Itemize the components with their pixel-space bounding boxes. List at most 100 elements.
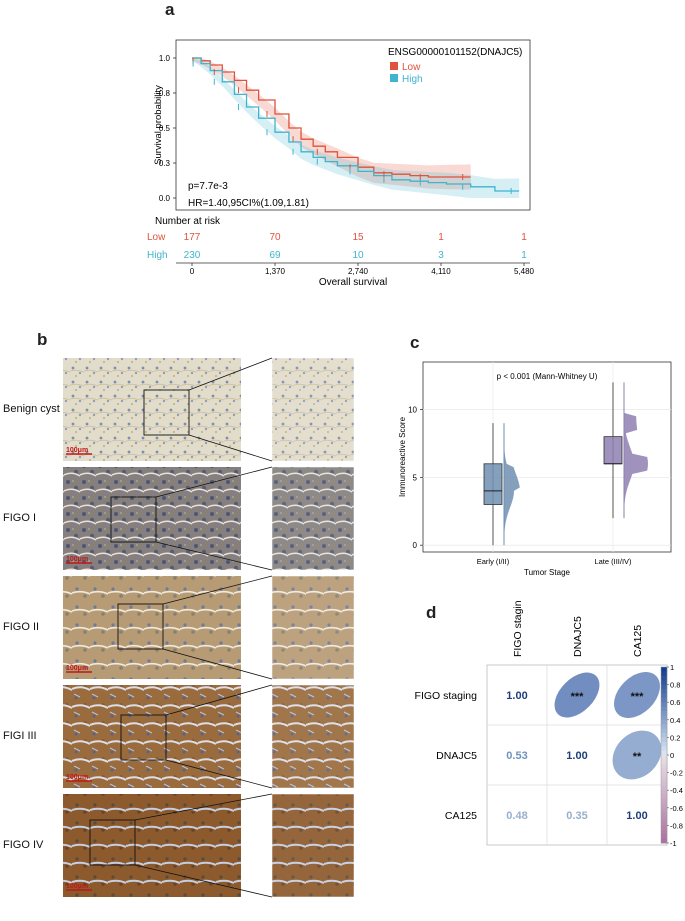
corr-value: 0.48 — [506, 810, 527, 822]
km-y-tick-label: 0.0 — [159, 194, 171, 203]
corr-row-label: CA125 — [445, 810, 477, 822]
box-elements: Early (I/II) Late (III/IV) — [477, 362, 648, 566]
corr-colorbar-cell — [661, 715, 667, 721]
km-risk-count: 3 — [438, 250, 444, 261]
corr-colorbar-cell — [661, 807, 667, 813]
km-line-high — [192, 57, 520, 192]
ihc-zoom-connector — [162, 648, 273, 680]
corr-ellipse — [554, 672, 600, 718]
ihc-row-label: FIGO I — [3, 511, 36, 524]
panel-letter-a: a — [165, 0, 175, 19]
corr-colorbar-cell — [661, 821, 667, 826]
km-x-axis: 0 1,370 2,740 4,110 5,480 — [190, 263, 535, 276]
ihc-scale-text: 100μm — [66, 774, 88, 781]
km-legend-low: Low — [402, 62, 421, 73]
corr-row-label: FIGO staging — [415, 690, 478, 702]
km-risk-count: 15 — [352, 232, 364, 243]
km-y-label: Survival probability — [153, 85, 164, 165]
box-violin — [504, 423, 520, 546]
corr-colorbar: 1 0.8 0.6 0.4 0.2 0 -0.2 -0.4 -0.6 -0.8 -1 — [660, 663, 683, 848]
corr-value: 0.35 — [566, 810, 587, 822]
km-legend-title: ENSG00000101152(DNAJC5) — [388, 47, 522, 58]
km-y-tick-label: 0.8 — [159, 89, 171, 98]
corr-colorbar-cell — [661, 689, 667, 694]
corr-chart: FIGO staging FIGO staging 1.00 *** *** DNAJC5… — [415, 600, 683, 848]
corr-colorbar-cell — [661, 680, 667, 686]
corr-colorbar-tick: -0.4 — [670, 786, 683, 795]
corr-colorbar-cell — [661, 697, 667, 703]
km-risk-count: 69 — [269, 250, 281, 261]
corr-colorbar-cell — [661, 706, 667, 712]
corr-colorbar-cell — [661, 812, 667, 818]
corr-colorbar-cell — [661, 667, 667, 672]
corr-colorbar-cell — [661, 803, 667, 809]
km-x-tick-label: 1,370 — [265, 267, 286, 276]
ihc-zoom-box — [89, 819, 136, 866]
ihc-zoom-connector — [134, 793, 273, 821]
km-legend-high: High — [402, 74, 423, 85]
corr-colorbar-cell — [661, 777, 667, 782]
corr-colorbar-tick: 0 — [670, 751, 674, 760]
corr-colorbar-cell — [661, 675, 667, 681]
corr-significance: ** — [633, 751, 642, 763]
km-hazard-ratio: HR=1.40,95CI%(1.09,1.81) — [188, 198, 309, 209]
corr-colorbar-cell — [661, 794, 667, 800]
corr-colorbar-cell — [661, 829, 667, 835]
corr-colorbar-tick: 0.6 — [670, 698, 680, 707]
box-y-tick-label: 0 — [413, 541, 418, 550]
km-x-label: Overall survival — [319, 277, 387, 288]
ihc-zoom-image — [272, 576, 354, 679]
ihc-row-label: FIGO IV — [3, 838, 44, 851]
box-y-tick-label: 5 — [413, 473, 418, 482]
km-x-tick-label: 5,480 — [514, 267, 535, 276]
corr-colorbar-cell — [661, 733, 667, 738]
km-x-tick-label: 0 — [190, 267, 195, 276]
ihc-zoom-image — [272, 685, 354, 788]
ihc-main-image — [63, 576, 241, 679]
km-risk-title: Number at risk — [155, 216, 221, 227]
km-risk-count: 10 — [352, 250, 364, 261]
corr-ellipse — [612, 730, 662, 780]
corr-significance: *** — [571, 691, 585, 703]
corr-row-label: DNAJC5 — [436, 750, 477, 762]
corr-colorbar-tick: -1 — [670, 839, 677, 848]
corr-colorbar-cell — [661, 724, 667, 730]
corr-colorbar-tick: -0.2 — [670, 769, 683, 778]
ihc-zoom-connector — [155, 466, 273, 498]
km-censor-marks-high — [192, 60, 512, 194]
corr-colorbar-cell — [661, 834, 667, 840]
ihc-zoom-image — [272, 467, 354, 570]
corr-significance: *** — [631, 691, 645, 703]
ihc-main-image — [63, 358, 241, 461]
km-risk-count: 70 — [269, 232, 281, 243]
km-risk-group-low: Low — [147, 232, 166, 243]
ihc-row-label: Benign cyst — [3, 402, 60, 415]
box-chart: 0 5 10 Early (I/II) Late (III/IV) p < 0.001… — [398, 361, 672, 577]
corr-col-label: CA125 — [632, 625, 644, 657]
ihc-zoom-connector — [188, 434, 273, 462]
km-y-axis: 1.0 0.8 0.5 0.3 0.0 — [159, 54, 176, 203]
km-x-tick-label: 4,110 — [431, 267, 451, 276]
corr-colorbar-cell — [661, 750, 667, 756]
box-y-tick-label: 10 — [408, 406, 417, 415]
km-chart: 1.0 0.8 0.5 0.3 0.0 Survival probability p=7… — [147, 39, 535, 288]
ihc-zoom-box — [117, 603, 164, 650]
corr-colorbar-cell — [661, 816, 667, 822]
panel-letter-c: c — [410, 333, 420, 352]
ihc-zoom-connector — [155, 541, 273, 571]
ihc-zoom-box — [120, 714, 167, 761]
corr-colorbar-tick: -0.8 — [670, 821, 683, 830]
corr-colorbar-tick: 0.8 — [670, 681, 680, 690]
ihc-zoom-image — [272, 358, 354, 461]
corr-colorbar-cell — [661, 799, 667, 804]
box-violin — [624, 382, 648, 519]
corr-colorbar-cell — [661, 741, 667, 747]
corr-colorbar-cell — [661, 737, 667, 743]
km-p-value: p=7.7e-3 — [188, 181, 228, 192]
corr-colorbar-cell — [661, 772, 667, 778]
box-y-label: Immunoreactive Score — [398, 416, 407, 497]
ihc-scale-text: 100μm — [66, 883, 88, 890]
ihc-row-label: FIGI III — [3, 729, 37, 742]
corr-colorbar-cell — [661, 746, 667, 752]
corr-value: 0.53 — [506, 750, 527, 762]
